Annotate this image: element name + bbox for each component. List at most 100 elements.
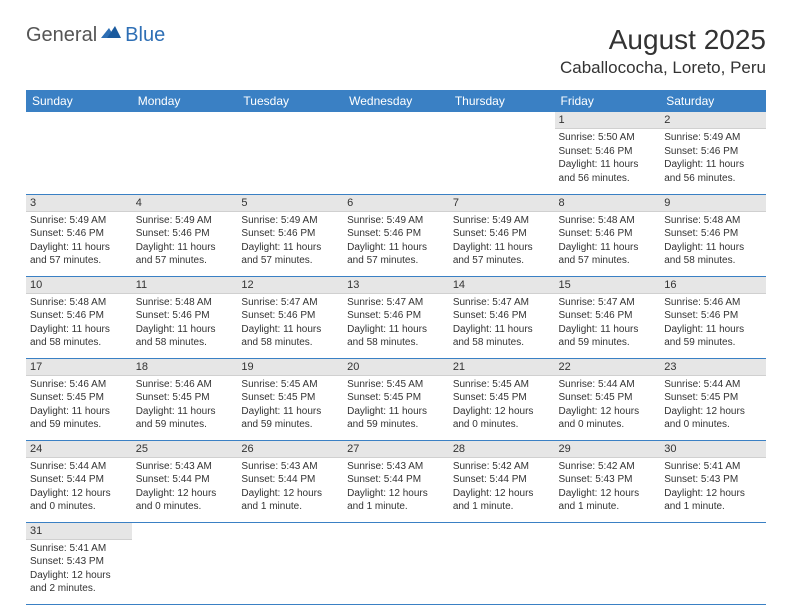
day-number: 13: [343, 277, 449, 294]
sunset-line: Sunset: 5:46 PM: [347, 309, 445, 323]
daylight-line: Daylight: 12 hours and 0 minutes.: [453, 405, 551, 432]
sunrise-line: Sunrise: 5:44 AM: [559, 378, 657, 392]
day-number: 3: [26, 195, 132, 212]
calendar-cell-empty: [237, 112, 343, 194]
sunset-line: Sunset: 5:44 PM: [453, 473, 551, 487]
day-number: 11: [132, 277, 238, 294]
calendar-cell: 25Sunrise: 5:43 AMSunset: 5:44 PMDayligh…: [132, 440, 238, 522]
sunrise-line: Sunrise: 5:47 AM: [347, 296, 445, 310]
day-number: 15: [555, 277, 661, 294]
calendar-cell: 22Sunrise: 5:44 AMSunset: 5:45 PMDayligh…: [555, 358, 661, 440]
weekday-header: Tuesday: [237, 90, 343, 112]
logo-text-general: General: [26, 24, 97, 47]
day-details: Sunrise: 5:42 AMSunset: 5:43 PMDaylight:…: [555, 458, 661, 518]
calendar-week-row: 24Sunrise: 5:44 AMSunset: 5:44 PMDayligh…: [26, 440, 766, 522]
sunset-line: Sunset: 5:45 PM: [664, 391, 762, 405]
weekday-header: Saturday: [660, 90, 766, 112]
calendar-cell: 15Sunrise: 5:47 AMSunset: 5:46 PMDayligh…: [555, 276, 661, 358]
calendar-cell: 8Sunrise: 5:48 AMSunset: 5:46 PMDaylight…: [555, 194, 661, 276]
calendar-cell: 3Sunrise: 5:49 AMSunset: 5:46 PMDaylight…: [26, 194, 132, 276]
daylight-line: Daylight: 11 hours and 57 minutes.: [241, 241, 339, 268]
daylight-line: Daylight: 11 hours and 58 minutes.: [347, 323, 445, 350]
calendar-cell: 21Sunrise: 5:45 AMSunset: 5:45 PMDayligh…: [449, 358, 555, 440]
sunset-line: Sunset: 5:46 PM: [559, 227, 657, 241]
day-details: Sunrise: 5:46 AMSunset: 5:45 PMDaylight:…: [26, 376, 132, 436]
sunset-line: Sunset: 5:44 PM: [347, 473, 445, 487]
calendar-cell: 10Sunrise: 5:48 AMSunset: 5:46 PMDayligh…: [26, 276, 132, 358]
calendar-body: 1Sunrise: 5:50 AMSunset: 5:46 PMDaylight…: [26, 112, 766, 604]
day-details: Sunrise: 5:43 AMSunset: 5:44 PMDaylight:…: [132, 458, 238, 518]
sunset-line: Sunset: 5:46 PM: [559, 309, 657, 323]
sunset-line: Sunset: 5:45 PM: [30, 391, 128, 405]
sunset-line: Sunset: 5:43 PM: [559, 473, 657, 487]
day-details: Sunrise: 5:45 AMSunset: 5:45 PMDaylight:…: [449, 376, 555, 436]
calendar-cell: 9Sunrise: 5:48 AMSunset: 5:46 PMDaylight…: [660, 194, 766, 276]
sunset-line: Sunset: 5:46 PM: [347, 227, 445, 241]
day-details: Sunrise: 5:49 AMSunset: 5:46 PMDaylight:…: [132, 212, 238, 272]
daylight-line: Daylight: 12 hours and 1 minute.: [347, 487, 445, 514]
sunset-line: Sunset: 5:46 PM: [664, 145, 762, 159]
calendar-cell: 6Sunrise: 5:49 AMSunset: 5:46 PMDaylight…: [343, 194, 449, 276]
calendar-week-row: 31Sunrise: 5:41 AMSunset: 5:43 PMDayligh…: [26, 522, 766, 604]
sunset-line: Sunset: 5:46 PM: [664, 309, 762, 323]
calendar-cell: 19Sunrise: 5:45 AMSunset: 5:45 PMDayligh…: [237, 358, 343, 440]
sunrise-line: Sunrise: 5:49 AM: [664, 131, 762, 145]
sunrise-line: Sunrise: 5:48 AM: [30, 296, 128, 310]
day-number: 25: [132, 441, 238, 458]
day-details: Sunrise: 5:48 AMSunset: 5:46 PMDaylight:…: [660, 212, 766, 272]
daylight-line: Daylight: 11 hours and 59 minutes.: [136, 405, 234, 432]
sunset-line: Sunset: 5:45 PM: [241, 391, 339, 405]
calendar-week-row: 1Sunrise: 5:50 AMSunset: 5:46 PMDaylight…: [26, 112, 766, 194]
sunset-line: Sunset: 5:46 PM: [241, 227, 339, 241]
daylight-line: Daylight: 12 hours and 1 minute.: [664, 487, 762, 514]
daylight-line: Daylight: 12 hours and 1 minute.: [453, 487, 551, 514]
day-number: 26: [237, 441, 343, 458]
daylight-line: Daylight: 11 hours and 57 minutes.: [30, 241, 128, 268]
day-number: 24: [26, 441, 132, 458]
sunset-line: Sunset: 5:46 PM: [136, 227, 234, 241]
calendar-cell-empty: [132, 522, 238, 604]
sunset-line: Sunset: 5:46 PM: [664, 227, 762, 241]
daylight-line: Daylight: 11 hours and 59 minutes.: [664, 323, 762, 350]
day-number: 9: [660, 195, 766, 212]
sunrise-line: Sunrise: 5:47 AM: [241, 296, 339, 310]
sunrise-line: Sunrise: 5:49 AM: [453, 214, 551, 228]
sunset-line: Sunset: 5:46 PM: [559, 145, 657, 159]
day-number: 6: [343, 195, 449, 212]
calendar-cell: 2Sunrise: 5:49 AMSunset: 5:46 PMDaylight…: [660, 112, 766, 194]
day-details: Sunrise: 5:45 AMSunset: 5:45 PMDaylight:…: [343, 376, 449, 436]
sunset-line: Sunset: 5:45 PM: [453, 391, 551, 405]
day-number: 18: [132, 359, 238, 376]
day-details: Sunrise: 5:49 AMSunset: 5:46 PMDaylight:…: [26, 212, 132, 272]
sunrise-line: Sunrise: 5:43 AM: [136, 460, 234, 474]
day-details: Sunrise: 5:47 AMSunset: 5:46 PMDaylight:…: [555, 294, 661, 354]
sunrise-line: Sunrise: 5:46 AM: [664, 296, 762, 310]
calendar-cell: 5Sunrise: 5:49 AMSunset: 5:46 PMDaylight…: [237, 194, 343, 276]
sunset-line: Sunset: 5:46 PM: [136, 309, 234, 323]
calendar-week-row: 10Sunrise: 5:48 AMSunset: 5:46 PMDayligh…: [26, 276, 766, 358]
location-subtitle: Caballococha, Loreto, Peru: [560, 58, 766, 78]
calendar-cell-empty: [555, 522, 661, 604]
calendar-week-row: 17Sunrise: 5:46 AMSunset: 5:45 PMDayligh…: [26, 358, 766, 440]
weekday-header: Sunday: [26, 90, 132, 112]
daylight-line: Daylight: 11 hours and 58 minutes.: [30, 323, 128, 350]
calendar-cell: 12Sunrise: 5:47 AMSunset: 5:46 PMDayligh…: [237, 276, 343, 358]
calendar-cell: 30Sunrise: 5:41 AMSunset: 5:43 PMDayligh…: [660, 440, 766, 522]
sunset-line: Sunset: 5:44 PM: [136, 473, 234, 487]
calendar-week-row: 3Sunrise: 5:49 AMSunset: 5:46 PMDaylight…: [26, 194, 766, 276]
sunrise-line: Sunrise: 5:49 AM: [347, 214, 445, 228]
sunrise-line: Sunrise: 5:49 AM: [136, 214, 234, 228]
sunrise-line: Sunrise: 5:49 AM: [241, 214, 339, 228]
sunset-line: Sunset: 5:46 PM: [30, 309, 128, 323]
day-details: Sunrise: 5:49 AMSunset: 5:46 PMDaylight:…: [343, 212, 449, 272]
calendar-cell-empty: [660, 522, 766, 604]
day-details: Sunrise: 5:47 AMSunset: 5:46 PMDaylight:…: [449, 294, 555, 354]
daylight-line: Daylight: 11 hours and 57 minutes.: [136, 241, 234, 268]
sunset-line: Sunset: 5:46 PM: [453, 227, 551, 241]
weekday-header: Monday: [132, 90, 238, 112]
daylight-line: Daylight: 11 hours and 59 minutes.: [559, 323, 657, 350]
day-details: Sunrise: 5:41 AMSunset: 5:43 PMDaylight:…: [26, 540, 132, 600]
day-number: 22: [555, 359, 661, 376]
sunrise-line: Sunrise: 5:47 AM: [453, 296, 551, 310]
day-details: Sunrise: 5:50 AMSunset: 5:46 PMDaylight:…: [555, 129, 661, 189]
